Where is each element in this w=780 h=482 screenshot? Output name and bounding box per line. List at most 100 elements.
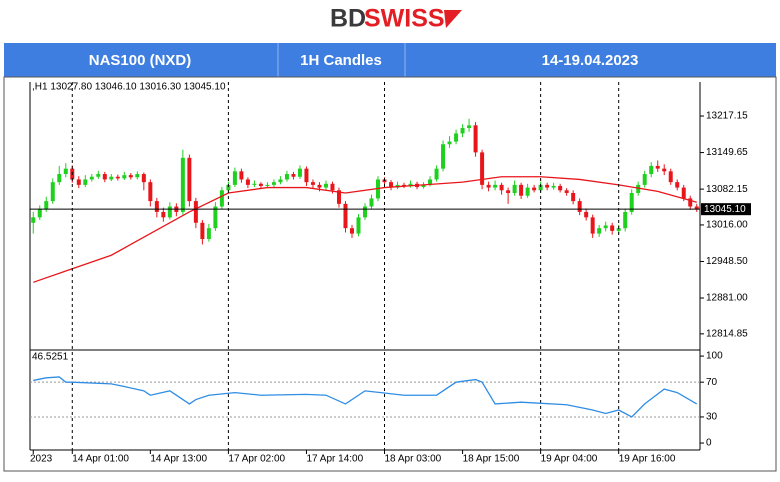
x-tick-label: 14 Apr 13:00 <box>150 454 207 465</box>
candle-body <box>343 203 348 229</box>
candle-body <box>493 184 498 188</box>
candle-body <box>37 209 42 218</box>
rsi-current-value: 46.5251 <box>32 352 69 363</box>
candle-body <box>434 168 439 180</box>
y-tick-label: 70 <box>706 377 718 388</box>
candle-body <box>577 201 582 212</box>
candle-body <box>460 128 465 134</box>
candle-body <box>317 184 322 188</box>
candle-body <box>616 228 621 231</box>
x-tick-label: 19 Apr 04:00 <box>541 454 598 465</box>
candle-body <box>662 168 667 172</box>
candle-body <box>655 165 660 169</box>
header-dates: 14-19.04.2023 <box>542 52 639 69</box>
candle-body <box>63 168 68 175</box>
candle-body <box>278 179 283 183</box>
candle-body <box>694 206 699 210</box>
candle-body <box>610 225 615 231</box>
candle-body <box>428 179 433 185</box>
x-tick-label: 18 Apr 03:00 <box>385 454 442 465</box>
candle-body <box>284 174 289 180</box>
candle-body <box>265 184 270 186</box>
x-tick-label: 17 Apr 02:00 <box>228 454 285 465</box>
x-tick-label: 2023 <box>30 454 53 465</box>
candle-body <box>623 211 628 229</box>
candle-body <box>336 190 341 204</box>
y-tick-label: 100 <box>706 351 723 362</box>
candle-body <box>629 192 634 212</box>
candle-body <box>258 183 263 186</box>
y-tick-label: 12881.00 <box>706 293 748 304</box>
candle-body <box>499 184 504 191</box>
candle-body <box>421 184 426 188</box>
candle-body <box>115 176 120 179</box>
last-price-label: 13045.10 <box>704 204 746 215</box>
candle-body <box>252 183 257 185</box>
candle-body <box>688 198 693 207</box>
candle-body <box>558 185 563 191</box>
candle-body <box>128 175 133 178</box>
rsi-line <box>33 376 698 418</box>
brand-flag <box>444 10 462 28</box>
candle-body <box>545 184 550 188</box>
candle-body <box>291 174 296 177</box>
candle-body <box>571 192 576 202</box>
candle-body <box>408 183 413 186</box>
candle-body <box>96 174 101 177</box>
candle-body <box>31 217 36 223</box>
candle-body <box>590 217 595 234</box>
candle-body <box>245 179 250 185</box>
candle-body <box>304 168 309 183</box>
candle-body <box>330 183 335 191</box>
candle-body <box>154 201 159 212</box>
candle-body <box>525 187 530 196</box>
candle-body <box>603 225 608 229</box>
brand-bd: BD <box>330 5 366 33</box>
candle-body <box>297 168 302 177</box>
candle-body <box>323 183 328 188</box>
moving-average <box>33 176 697 283</box>
candle-body <box>213 206 218 229</box>
header-timeframe: 1H Candles <box>300 52 382 69</box>
candle-body <box>50 182 55 202</box>
candle-body <box>363 206 367 218</box>
y-tick-label: 13016.00 <box>706 220 748 231</box>
candle-body <box>180 157 185 212</box>
candle-body <box>519 184 524 196</box>
candle-body <box>681 187 686 199</box>
candle-body <box>161 211 166 218</box>
candle-body <box>141 174 146 183</box>
candle-body <box>232 171 237 185</box>
y-tick-label: 30 <box>706 412 718 423</box>
candle-body <box>649 165 654 175</box>
ohlc-info: ,H1 13027.80 13046.10 13016.30 13045.10 <box>32 82 226 93</box>
y-tick-label: 12814.85 <box>706 328 748 339</box>
candle-body <box>310 182 315 185</box>
header-symbol: NAS100 (NXD) <box>89 52 192 69</box>
candle-body <box>76 179 81 185</box>
candle-body <box>675 182 680 188</box>
candle-body <box>167 206 172 218</box>
header-bar <box>4 43 776 77</box>
y-tick-label: 0 <box>706 438 712 449</box>
y-tick-label: 12948.50 <box>706 256 748 267</box>
candle-body <box>187 157 192 202</box>
candle-body <box>83 179 88 185</box>
candle-body <box>135 174 140 178</box>
candle-body <box>102 174 107 180</box>
candle-body <box>219 190 224 207</box>
y-tick-label: 13082.15 <box>706 184 748 195</box>
x-tick-label: 14 Apr 01:00 <box>72 454 129 465</box>
candle-body <box>636 184 641 193</box>
candle-body <box>89 176 94 180</box>
candle-body <box>122 175 127 179</box>
candle-body <box>193 201 198 223</box>
candle-body <box>57 174 62 183</box>
candle-body <box>402 184 407 186</box>
candle-body <box>473 125 478 153</box>
candle-body <box>642 174 647 185</box>
candle-body <box>467 125 472 129</box>
candle-body <box>506 190 511 193</box>
